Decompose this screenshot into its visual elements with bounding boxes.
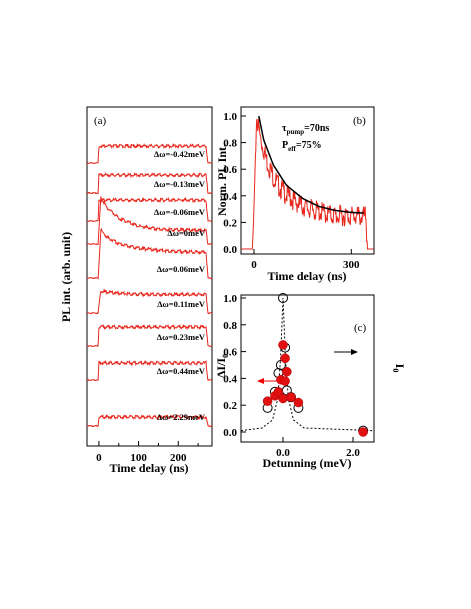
x-tick-label: 300 bbox=[343, 259, 360, 271]
panel-c-y-axis-title: ΔI/I0 bbox=[214, 354, 230, 378]
trace-label: Δω=-0.42meV bbox=[154, 149, 206, 159]
i0-point bbox=[278, 293, 288, 303]
trace-label: Δω=-0.13meV bbox=[154, 179, 206, 189]
panel-b-y-axis-title: Norm. PL Int. bbox=[215, 144, 229, 216]
y-tick-label: 0.8 bbox=[223, 320, 237, 332]
trace-line bbox=[86, 359, 212, 382]
x-tick-label: 2.0 bbox=[346, 447, 360, 459]
panel-c-detuning-plot: (c) 0.0 0.2 0.4 0.6 0.8 1.0 0.0 2.0 Detunning (… bbox=[214, 293, 407, 470]
lorentzian-fit-line bbox=[240, 297, 375, 432]
trace-label: Δω=0.11meV bbox=[157, 299, 206, 309]
panel-a-x-axis-title: Time delay (ns) bbox=[109, 461, 188, 475]
panel-c-x-axis-title: Detunning (meV) bbox=[263, 456, 352, 470]
y-tick-label: 0.0 bbox=[223, 427, 237, 439]
trace-line bbox=[86, 227, 213, 280]
panel-b-x-axis-title: Time delay (ns) bbox=[267, 269, 346, 283]
delta-i-point bbox=[282, 366, 292, 377]
y-tick-label: 0.4 bbox=[223, 373, 237, 385]
trace-line bbox=[87, 288, 213, 315]
trace-label: Δω=-0.06meV bbox=[154, 207, 206, 217]
trace-label: Δω=2.29meV bbox=[157, 412, 206, 422]
y-tick-label: 1.0 bbox=[223, 111, 237, 123]
delta-i-point bbox=[278, 340, 288, 350]
decay-data-line bbox=[241, 118, 374, 250]
x-tick-label: 0.0 bbox=[276, 447, 290, 459]
p-eff-annotation: Peff=75% bbox=[282, 140, 322, 153]
trace-label: Δω=0.23meV bbox=[157, 332, 206, 342]
trace-line bbox=[86, 323, 213, 348]
y-tick-label: 0.2 bbox=[223, 217, 237, 229]
left-axis-arrow bbox=[257, 378, 283, 384]
trace-line bbox=[86, 142, 213, 165]
panel-a-frame bbox=[86, 106, 213, 447]
delta-i-point bbox=[273, 387, 284, 397]
x-tick-label: 200 bbox=[170, 452, 187, 464]
y-tick-label: 0.4 bbox=[223, 191, 237, 203]
trace-label: Δω=0.06meV bbox=[157, 264, 206, 274]
delta-i-point bbox=[293, 397, 304, 408]
x-tick-label: 100 bbox=[130, 452, 147, 464]
panel-c-frame bbox=[240, 294, 375, 443]
panel-a-label: (a) bbox=[94, 115, 107, 127]
panel-b-label: (b) bbox=[353, 115, 366, 127]
decay-fit-line bbox=[258, 115, 365, 214]
y-tick-label: 0.6 bbox=[223, 164, 237, 176]
tau-pump-annotation: τpump=70ns bbox=[282, 123, 329, 136]
panel-b-decay-plot: (b) τpump=70ns Peff=75% 0.0 0.2 0.4 0.6 0.8 1… bbox=[215, 106, 375, 283]
trace-line bbox=[86, 196, 212, 246]
y-tick-label: 0.6 bbox=[223, 347, 237, 359]
panel-a-y-axis-title: PL int. (arb. unit) bbox=[59, 232, 73, 322]
delta-i-point bbox=[286, 392, 296, 402]
x-tick-label: 0 bbox=[96, 452, 102, 464]
y-tick-label: 0.8 bbox=[223, 138, 237, 150]
panel-b-frame bbox=[240, 106, 375, 255]
panel-c-right-axis-title: I0 bbox=[391, 364, 407, 373]
delta-i-point bbox=[278, 393, 288, 404]
trace-line bbox=[86, 196, 213, 223]
right-axis-arrow bbox=[334, 349, 358, 355]
delta-i-point bbox=[280, 353, 290, 364]
y-tick-label: 0.0 bbox=[223, 244, 237, 256]
trace-label: Δω=0meV bbox=[167, 228, 205, 238]
trace-line bbox=[86, 413, 213, 428]
y-tick-label: 0.2 bbox=[223, 400, 237, 412]
y-tick-label: 1.0 bbox=[223, 293, 237, 305]
delta-i-point bbox=[262, 396, 273, 406]
trace-label: Δω=0.44meV bbox=[157, 366, 206, 376]
x-tick-label: 0 bbox=[251, 259, 257, 271]
panel-a-trace-plot: (a) Δω=-0.42meV Δω=-0.13meV Δω=-0.06meV Δω=… bbox=[59, 106, 213, 475]
delta-i-point bbox=[358, 427, 368, 437]
panel-c-label: (c) bbox=[354, 322, 367, 334]
trace-line bbox=[86, 171, 213, 195]
